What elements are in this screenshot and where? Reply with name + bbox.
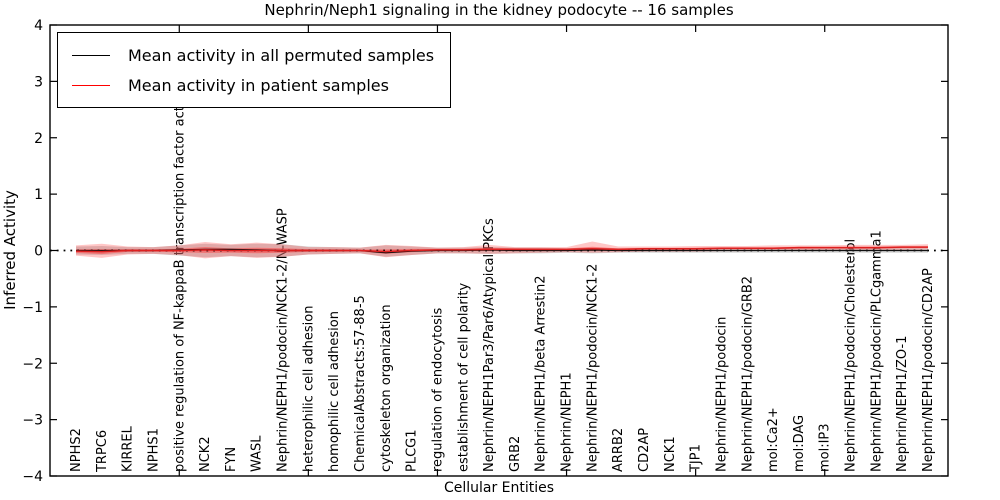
x-tick-label: NCK2 <box>198 436 213 472</box>
x-tick-label: mol:DAG <box>792 415 807 472</box>
x-tick-label: ChemicalAbstracts:57-88-5 <box>353 295 368 472</box>
x-tick-label: WASL <box>250 435 265 472</box>
x-tick-label: GRB2 <box>508 436 523 472</box>
x-tick-label: mol:IP3 <box>818 423 833 472</box>
y-tick-label: −3 <box>22 413 43 429</box>
patient-line-icon <box>72 84 110 86</box>
x-tick-label: Nephrin/NEPH1/ZO-1 <box>895 336 910 472</box>
x-tick-label: FYN <box>224 447 239 472</box>
x-tick-label: Nephrin/NEPH1/podocin/PLCgamma1 <box>869 230 884 472</box>
x-tick-label: PLCG1 <box>405 429 420 472</box>
permuted-line-icon <box>72 54 110 56</box>
x-tick-label: Nephrin/NEPH1/beta Arrestin2 <box>534 276 549 473</box>
legend-entry-permuted: Mean activity in all permuted samples <box>72 40 434 70</box>
chart-title: Nephrin/Neph1 signaling in the kidney po… <box>264 1 734 19</box>
permuted-mean-line <box>76 248 928 254</box>
plot-border <box>49 24 949 477</box>
x-tick-label: NCK1 <box>663 436 678 472</box>
legend-entry-patient: Mean activity in patient samples <box>72 70 434 100</box>
x-tick-label: Nephrin/NEPH1/podocin <box>714 317 729 472</box>
legend-label: Mean activity in all permuted samples <box>128 45 435 65</box>
x-tick-label: regulation of endocytosis <box>430 307 445 472</box>
y-tick-label: −1 <box>22 300 43 316</box>
y-tick-label: 0 <box>34 244 43 260</box>
x-tick-label: Nephrin/NEPH1/podocin/CD2AP <box>921 268 936 472</box>
y-tick-label: −4 <box>22 469 43 485</box>
x-tick-label: Nephrin/NEPH1/podocin/NCK1-2/N-WASP <box>276 208 291 472</box>
x-tick-label: Nephrin/NEPH1/podocin/GRB2 <box>740 276 755 472</box>
y-tick-label: 2 <box>34 131 43 147</box>
x-tick-label: TJP1 <box>689 444 704 473</box>
x-tick-label: heterophilic cell adhesion <box>301 306 316 473</box>
x-tick-label: CD2AP <box>637 428 652 472</box>
x-tick-label: Nephrin/NEPH1 <box>560 372 575 472</box>
x-tick-label: mol:Ca2+ <box>766 407 781 472</box>
y-tick-label: −2 <box>22 356 43 372</box>
y-tick-label: 3 <box>34 74 43 90</box>
x-tick-label: cytoskeleton organization <box>379 304 394 472</box>
x-axis-label: Cellular Entities <box>443 480 555 496</box>
x-tick-label: establishment of cell polarity <box>456 283 471 472</box>
legend: Mean activity in all permuted samples Me… <box>57 32 452 108</box>
x-tick-label: Nephrin/NEPH1/podocin/NCK1-2 <box>585 264 600 472</box>
x-tick-label: Nephrin/NEPH1/podocin/Cholesterol <box>844 239 859 472</box>
x-tick-label: ARRB2 <box>611 428 626 472</box>
x-tick-label: Nephrin/NEPH1Par3/Par6/Atypical PKCs <box>482 218 497 472</box>
x-tick-label: homophilic cell adhesion <box>327 311 342 472</box>
patient-mean-line <box>75 246 928 253</box>
legend-label: Mean activity in patient samples <box>128 75 389 95</box>
x-tick-label: NPHS2 <box>69 428 84 472</box>
x-tick-label: positive regulation of NF-kappaB transcr… <box>172 78 187 472</box>
x-tick-label: NPHS1 <box>146 428 161 472</box>
y-tick-label: 1 <box>34 187 43 203</box>
y-tick-label: 4 <box>34 18 43 34</box>
x-tick-label: TRPC6 <box>95 430 110 473</box>
x-tick-label: KIRREL <box>121 425 136 472</box>
